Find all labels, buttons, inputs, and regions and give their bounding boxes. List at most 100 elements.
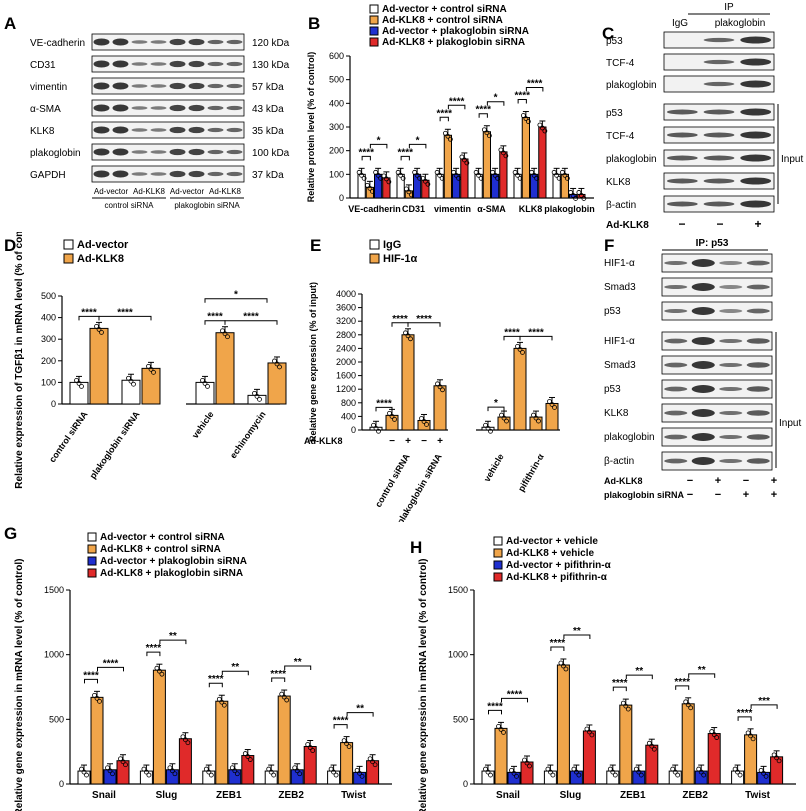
data-point [205, 383, 210, 389]
blot-band [93, 104, 110, 112]
significance-label: **** [208, 674, 224, 685]
data-point [758, 767, 764, 773]
significance-bracket [478, 113, 488, 118]
data-point [373, 169, 379, 175]
blot-band [746, 386, 770, 392]
bar-D-klk8 [215, 332, 235, 405]
blot-band [703, 81, 735, 87]
data-point [354, 767, 360, 773]
treatment-sign: − [687, 475, 693, 487]
data-point [292, 765, 298, 771]
data-point [294, 768, 300, 774]
data-point [159, 671, 165, 677]
legend-swatch [369, 26, 379, 36]
significance-bracket [675, 685, 690, 690]
bar-Slug-2 [569, 770, 583, 785]
blot-row-label: vimentin [30, 82, 67, 93]
data-point [488, 428, 493, 434]
bar-ZEB2-0 [264, 770, 278, 785]
blot-band [150, 172, 167, 176]
data-point [527, 763, 532, 769]
blot-band [226, 171, 243, 177]
data-point [509, 767, 514, 773]
bar-KLK8-3 [538, 126, 547, 199]
data-point [498, 147, 504, 153]
treatment-sign: + [715, 475, 721, 487]
significance-bracket [159, 639, 187, 645]
data-point [81, 769, 87, 775]
blot-band [740, 131, 772, 139]
blot-band [664, 285, 688, 289]
blot-band [112, 38, 129, 46]
legend-swatch [87, 568, 97, 578]
bar-Twist-2 [757, 771, 771, 785]
bar-CD31-2 [413, 173, 422, 199]
significance-bracket [488, 709, 502, 715]
data-point [461, 157, 467, 163]
significance-bracket [550, 646, 565, 652]
blot-band [169, 148, 186, 156]
data-point [672, 769, 678, 775]
legend-label: Ad-KLK8 + pifithrin-α [506, 572, 608, 583]
bar-ZEB1-2 [228, 769, 242, 785]
data-point [182, 737, 188, 743]
blot-band [740, 177, 772, 185]
bar-ZEB1-1 [619, 704, 633, 785]
data-point [511, 770, 517, 776]
bar-D-klk8 [267, 362, 287, 405]
data-point [576, 190, 582, 195]
panel-e-bar-chart: 0 400 800 1200 1600 2000 2400 2800 3200 3600 4000 R… [304, 239, 560, 522]
input-label: Input [781, 154, 803, 165]
data-point [545, 766, 551, 772]
blot-band [719, 459, 743, 463]
bar-D-vector [247, 394, 267, 405]
bar-α-SMA-1 [482, 131, 491, 199]
data-point [395, 169, 401, 175]
data-point [92, 692, 97, 698]
significance-label: **** [376, 398, 392, 409]
data-point [76, 380, 82, 386]
x-category-label: pifithrin-α [516, 452, 546, 494]
blot-band [226, 149, 243, 155]
blot-size-label: 120 kDa [252, 38, 290, 49]
x-category-label: vehicle [190, 409, 216, 440]
significance-label: **** [436, 108, 452, 119]
data-point [571, 766, 577, 772]
blot-row-label: HIF1-α [604, 258, 635, 269]
blot-band [719, 309, 743, 313]
blot-band [169, 82, 186, 90]
blot-band [703, 37, 735, 43]
significance-label: **** [514, 91, 530, 102]
data-point [483, 766, 488, 772]
blot-band [719, 261, 743, 265]
data-point [123, 762, 128, 768]
legend-swatch [493, 560, 503, 570]
data-point [120, 759, 126, 765]
data-point [633, 766, 639, 772]
blot-band [691, 337, 715, 345]
data-point [252, 390, 257, 396]
data-point [156, 668, 162, 674]
blot-band [112, 148, 129, 156]
data-point [254, 393, 260, 399]
significance-bracket [375, 406, 393, 412]
blot-band [207, 83, 224, 89]
data-point [437, 172, 443, 178]
blot-band [664, 362, 688, 368]
blot-row-label: β-actin [604, 456, 634, 467]
blot-row-label: p53 [606, 108, 623, 119]
data-point [107, 768, 113, 774]
bar-E-right [513, 347, 527, 431]
y-tick-label: 1200 [336, 384, 356, 394]
data-point [492, 172, 498, 178]
blot-band [131, 40, 148, 44]
bar-α-SMA-2 [491, 173, 500, 199]
blot-band [150, 150, 167, 154]
data-point [79, 766, 84, 772]
blot-band [188, 148, 205, 156]
blot-strip [91, 121, 245, 139]
blot-strip [661, 355, 773, 375]
data-point [670, 766, 676, 772]
data-point [419, 416, 424, 421]
data-point [279, 691, 285, 697]
